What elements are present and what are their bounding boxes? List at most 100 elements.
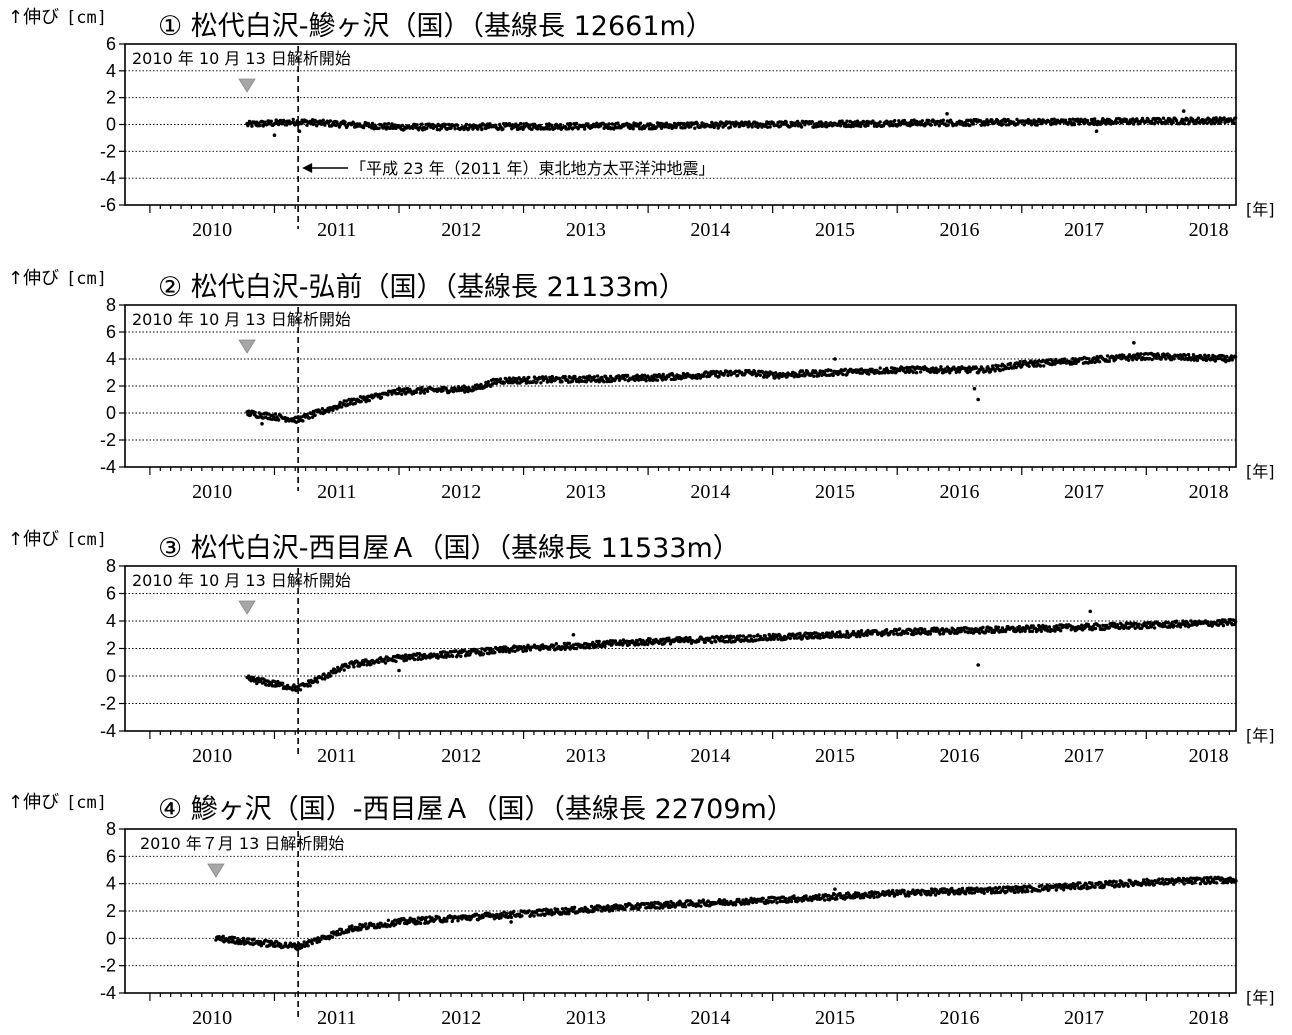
data-point — [1029, 119, 1033, 123]
data-point — [294, 420, 299, 424]
data-point — [573, 374, 577, 379]
y-tick-label: 2 — [106, 901, 116, 921]
data-point — [858, 371, 862, 375]
data-point — [734, 369, 738, 373]
data-point — [305, 123, 309, 127]
data-point — [352, 665, 356, 669]
data-point — [669, 377, 673, 382]
data-point — [703, 640, 707, 644]
data-point — [250, 124, 254, 128]
data-point — [743, 372, 747, 376]
data-point — [1156, 120, 1160, 125]
y-axis-label: ↑伸び — [8, 529, 59, 550]
data-point — [784, 120, 788, 124]
data-point — [481, 652, 486, 656]
x-tick-label: 2018 — [1189, 481, 1229, 503]
data-point — [411, 126, 415, 130]
data-point — [422, 391, 427, 395]
data-point — [1059, 629, 1063, 633]
data-point — [527, 909, 531, 913]
data-point — [386, 393, 390, 397]
data-point — [741, 634, 745, 638]
data-point — [752, 634, 756, 639]
data-point — [1203, 353, 1207, 357]
x-tick-label: 2016 — [939, 219, 979, 241]
outlier-point — [1181, 109, 1186, 113]
data-point — [996, 364, 1001, 368]
data-point — [606, 905, 611, 909]
data-point — [892, 632, 896, 636]
data-point — [445, 919, 449, 923]
arrow-head-icon — [302, 163, 313, 173]
data-point — [1127, 358, 1131, 362]
data-point — [455, 123, 460, 128]
data-point — [519, 121, 523, 126]
data-point — [549, 908, 553, 912]
data-point — [344, 399, 349, 403]
chart-title: ③ 松代白沢-西目屋Ａ（国）（基線長 11533m） — [158, 533, 740, 564]
data-point — [814, 370, 818, 375]
outlier-point — [260, 422, 264, 426]
data-point — [717, 374, 721, 379]
data-point — [512, 909, 516, 914]
data-point — [331, 408, 335, 412]
y-tick-label: 2 — [106, 376, 116, 396]
data-point — [648, 637, 652, 641]
data-point — [390, 392, 394, 396]
data-point — [566, 127, 571, 131]
data-point — [1076, 117, 1080, 121]
data-point — [301, 419, 305, 423]
data-point — [996, 625, 1001, 629]
data-point — [728, 125, 733, 129]
data-point — [712, 125, 716, 130]
data-point — [906, 631, 910, 636]
data-point — [928, 632, 933, 636]
y-tick-label: 6 — [106, 584, 116, 604]
data-point — [1205, 121, 1209, 126]
data-point — [574, 121, 579, 126]
data-point — [1137, 622, 1141, 626]
y-tick-label: 2 — [106, 639, 116, 659]
x-tick-label: 2014 — [690, 219, 730, 241]
data-point — [607, 122, 611, 126]
x-tick-label: 2012 — [441, 1007, 481, 1029]
data-point — [419, 921, 423, 926]
data-point — [1092, 122, 1096, 127]
data-point — [548, 127, 552, 131]
data-point — [878, 120, 882, 124]
y-tick-label: 6 — [106, 846, 116, 866]
x-axis-unit: [年] — [1246, 200, 1275, 219]
data-point — [902, 118, 907, 123]
data-point — [533, 377, 537, 381]
data-point — [968, 123, 972, 128]
data-point — [778, 124, 783, 128]
data-point — [1063, 357, 1067, 361]
x-tick-label: 2010 — [192, 481, 232, 503]
data-point — [967, 365, 971, 369]
data-point — [598, 379, 602, 383]
data-point — [920, 119, 924, 123]
data-point — [1099, 122, 1103, 126]
outlier-point — [976, 663, 980, 667]
data-point — [882, 632, 886, 636]
data-point — [859, 629, 864, 633]
data-point — [1206, 620, 1210, 624]
data-point — [232, 935, 237, 940]
x-tick-label: 2017 — [1064, 1007, 1104, 1029]
data-point — [307, 416, 312, 420]
data-point — [493, 650, 497, 655]
y-tick-label: 6 — [106, 34, 116, 54]
y-tick-label: -2 — [100, 430, 116, 450]
data-point — [370, 121, 375, 126]
data-point — [672, 121, 677, 126]
data-point — [810, 120, 814, 124]
data-point — [253, 410, 257, 415]
y-tick-label: -6 — [100, 195, 116, 215]
data-point — [302, 940, 306, 944]
data-point — [1027, 364, 1031, 368]
data-point — [489, 384, 493, 388]
data-point — [818, 636, 822, 640]
data-point — [456, 919, 460, 923]
data-point — [929, 123, 933, 127]
